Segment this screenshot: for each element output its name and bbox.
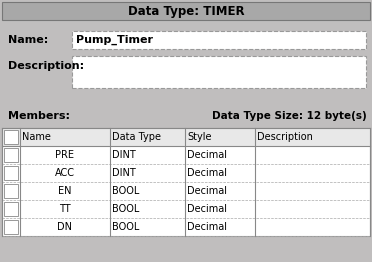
Text: EN: EN (58, 186, 72, 196)
Bar (4, 202, 18, 216)
Text: DN: DN (58, 222, 73, 232)
Bar (2, 128, 370, 236)
Text: ACC: ACC (55, 168, 75, 178)
Text: DINT: DINT (112, 168, 136, 178)
Text: Data Type: Data Type (112, 132, 161, 142)
Text: TT: TT (59, 204, 71, 214)
Text: Members:: Members: (8, 111, 70, 121)
Text: Decimal: Decimal (187, 222, 227, 232)
Text: PRE: PRE (55, 150, 74, 160)
Text: BOOL: BOOL (112, 204, 140, 214)
Bar (4, 184, 18, 198)
Bar (2, 2, 370, 20)
Text: Description:: Description: (8, 61, 84, 71)
Text: Pump_Timer: Pump_Timer (76, 35, 153, 45)
Text: DINT: DINT (112, 150, 136, 160)
Text: Decimal: Decimal (187, 186, 227, 196)
Text: BOOL: BOOL (112, 186, 140, 196)
Text: Decimal: Decimal (187, 204, 227, 214)
Text: Name: Name (22, 132, 51, 142)
Text: Decimal: Decimal (187, 150, 227, 160)
Bar (4, 166, 18, 180)
Bar (4, 220, 18, 234)
Text: Name:: Name: (8, 35, 48, 45)
Text: Description: Description (257, 132, 313, 142)
Text: BOOL: BOOL (112, 222, 140, 232)
Bar (72, 56, 366, 88)
Bar (4, 148, 18, 162)
Text: Style: Style (187, 132, 212, 142)
Bar (2, 128, 370, 146)
Text: Decimal: Decimal (187, 168, 227, 178)
Bar (72, 31, 366, 49)
Text: Data Type Size: 12 byte(s): Data Type Size: 12 byte(s) (212, 111, 367, 121)
Bar (4, 130, 18, 144)
Text: Data Type: TIMER: Data Type: TIMER (128, 4, 244, 18)
